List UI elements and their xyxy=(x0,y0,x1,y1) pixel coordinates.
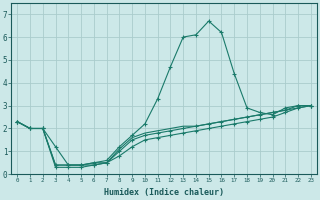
X-axis label: Humidex (Indice chaleur): Humidex (Indice chaleur) xyxy=(104,188,224,197)
